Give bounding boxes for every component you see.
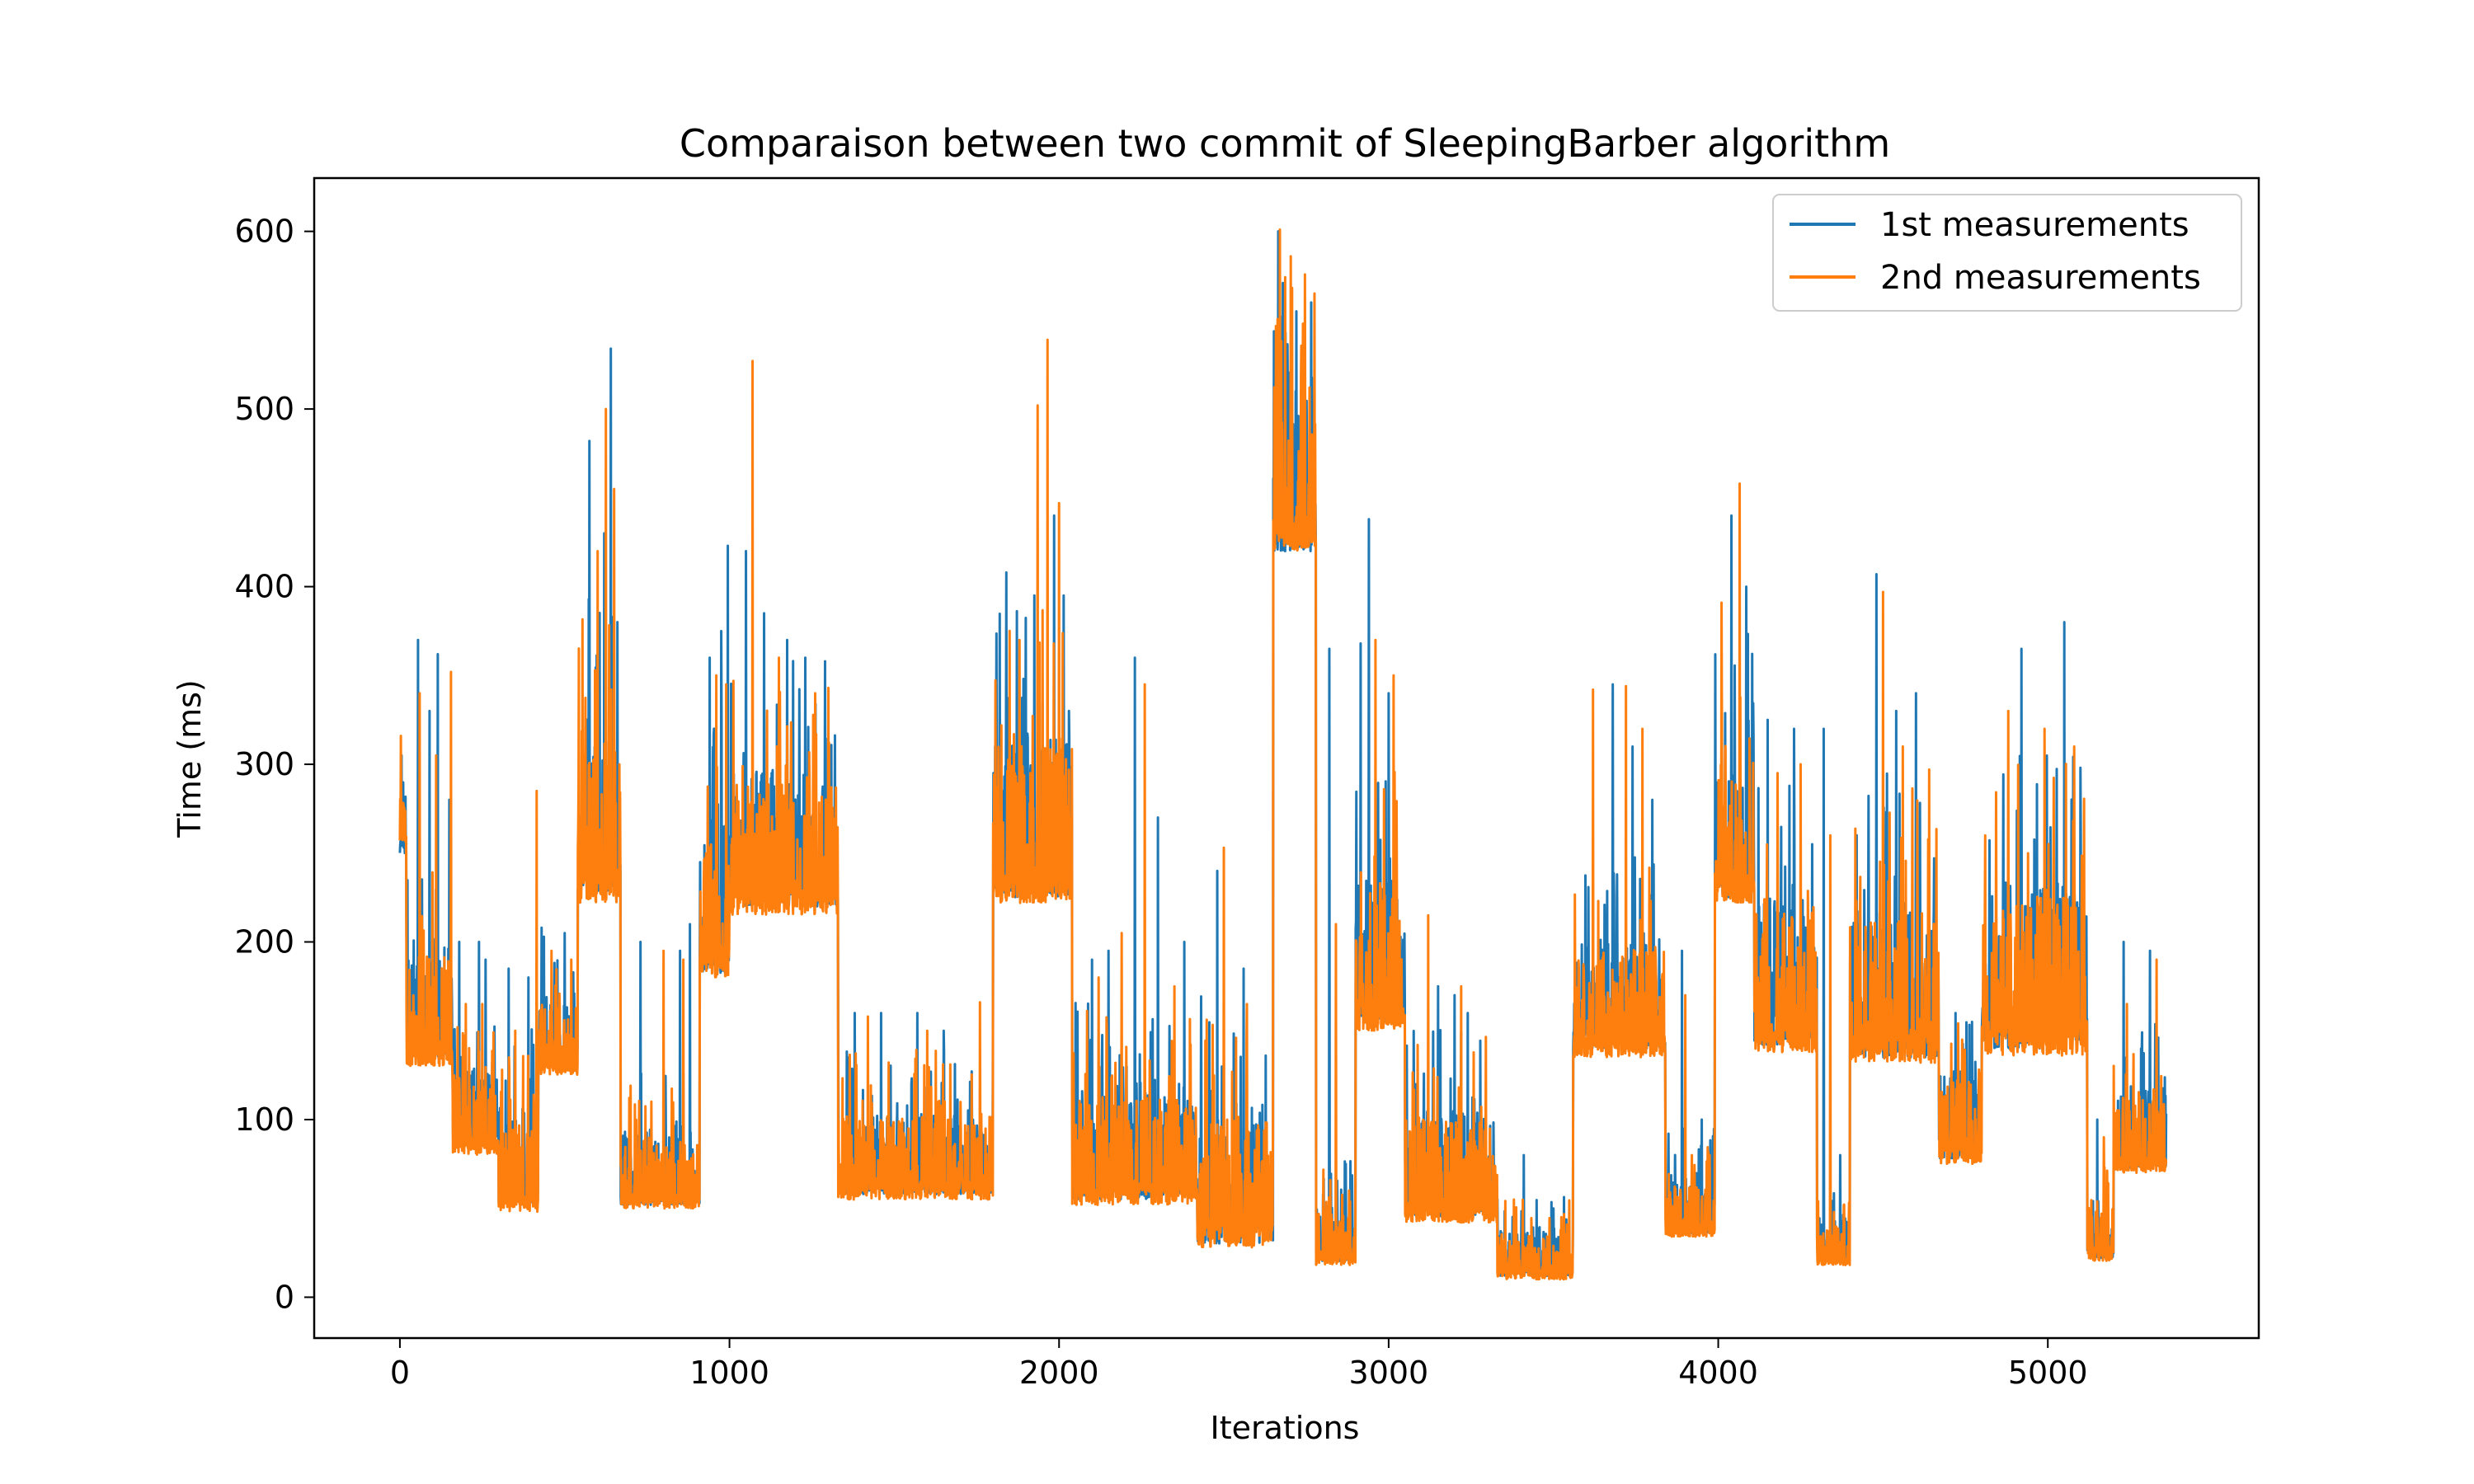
- plot-area: [313, 176, 2260, 1340]
- x-tick-label: 4000: [1678, 1355, 1758, 1391]
- y-tick-label: 0: [275, 1279, 294, 1315]
- series-line-2nd-measurements: [398, 228, 2168, 1281]
- x-tick-label: 1000: [689, 1355, 769, 1391]
- x-tick-label: 3000: [1349, 1355, 1429, 1391]
- y-axis-label: Time (ms): [172, 679, 208, 838]
- y-tick-label: 200: [234, 924, 294, 960]
- y-axis: 0 100 200 300 400 500 600: [234, 214, 314, 1315]
- y-tick-label: 600: [234, 214, 294, 250]
- legend-label-1st: 1st measurements: [1880, 206, 2189, 244]
- x-tick-label: 5000: [2008, 1355, 2088, 1391]
- plot-frame: [313, 176, 2260, 1340]
- legend-box: [1772, 194, 2242, 312]
- legend: 1st measurements 2nd measurements: [1772, 194, 2242, 312]
- x-axis-label: Iterations: [1211, 1410, 1360, 1446]
- x-axis: 0 1000 2000 3000 4000 5000: [390, 1338, 2088, 1391]
- legend-label-2nd: 2nd measurements: [1880, 259, 2201, 297]
- y-tick-label: 400: [234, 569, 294, 605]
- chart-title: Comparaison between two commit of Sleepi…: [680, 121, 1890, 166]
- y-tick-label: 300: [234, 746, 294, 782]
- x-tick-label: 0: [390, 1355, 410, 1391]
- x-tick-label: 2000: [1019, 1355, 1099, 1391]
- y-tick-label: 100: [234, 1101, 294, 1138]
- series-layer: [398, 228, 2168, 1281]
- y-tick-label: 500: [234, 391, 294, 427]
